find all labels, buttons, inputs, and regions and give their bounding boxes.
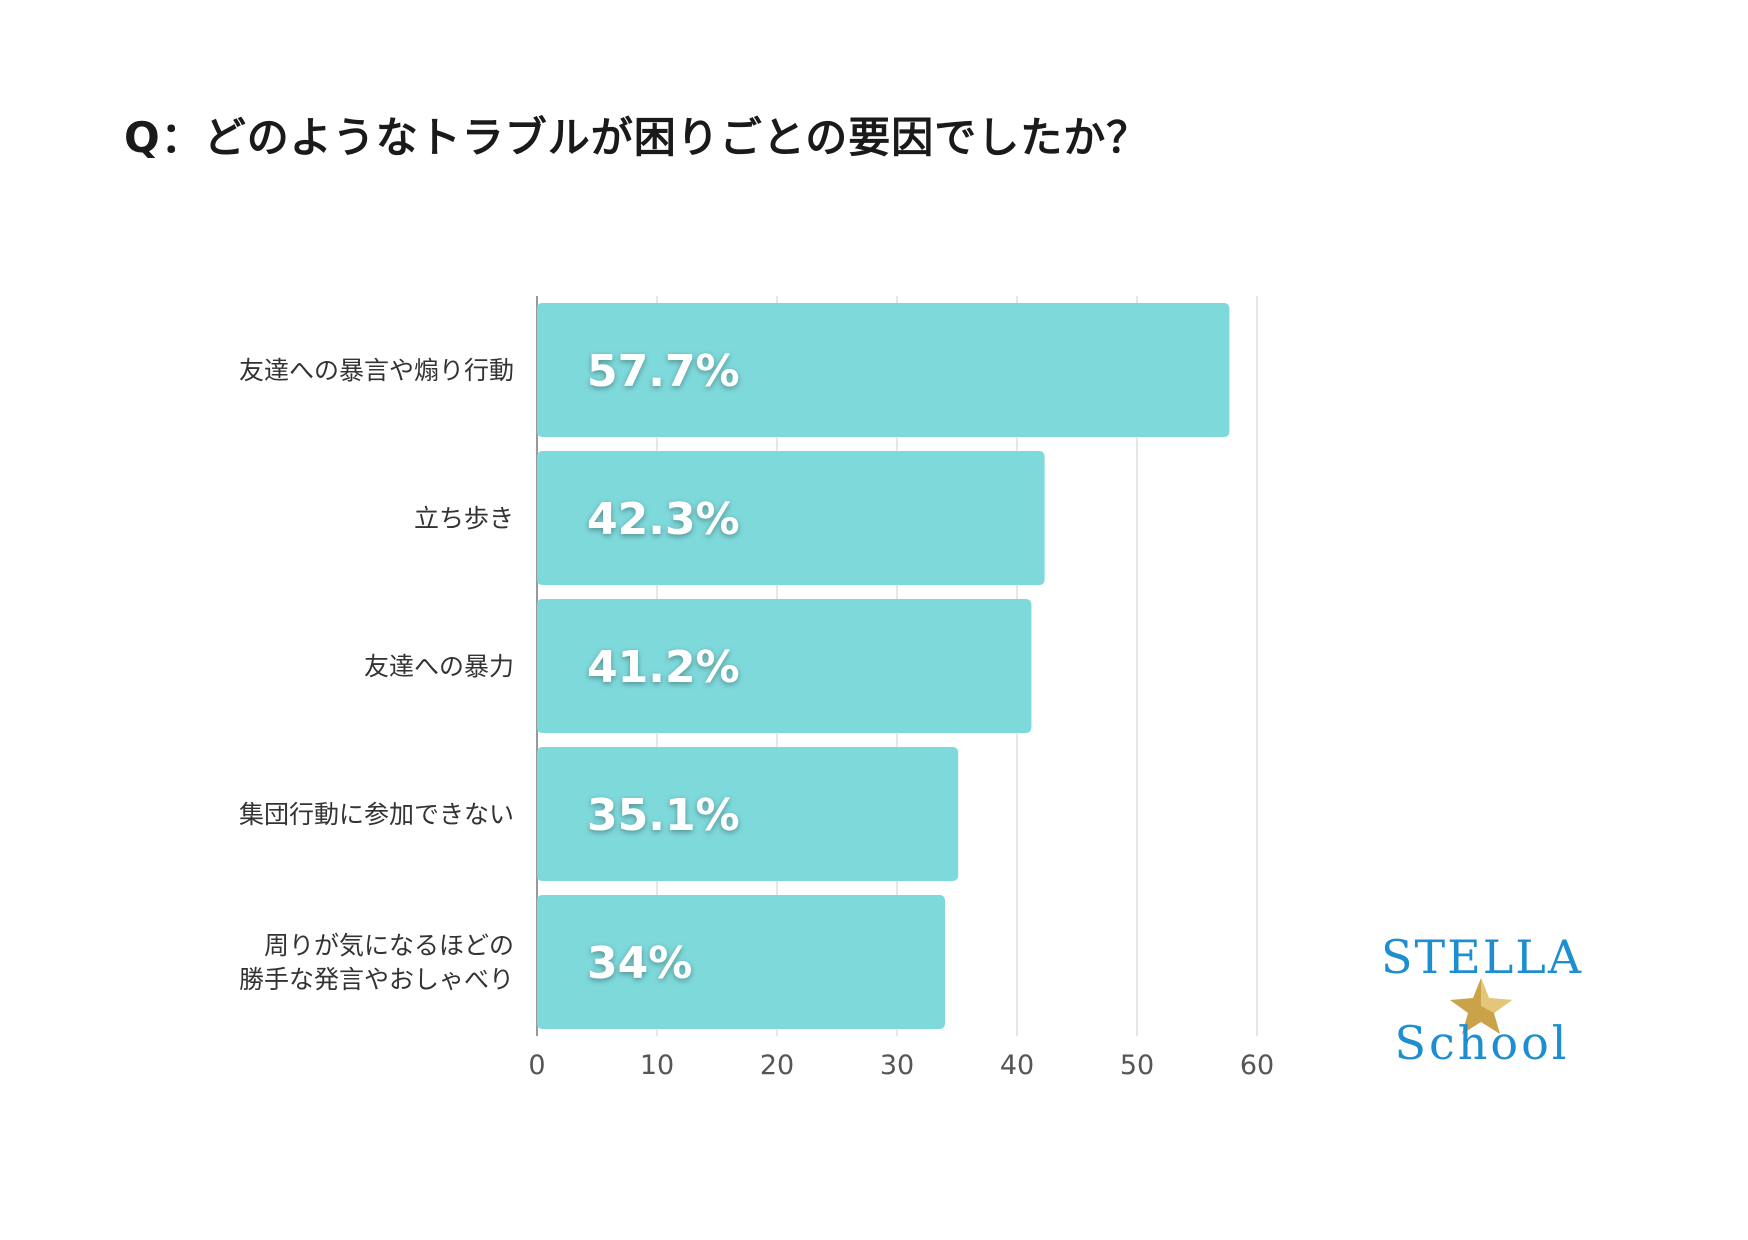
x-tick-label: 20 (760, 1050, 794, 1081)
logo-line2: School (1394, 1016, 1570, 1070)
x-tick-label: 40 (1000, 1050, 1034, 1081)
x-axis-ticks: 0 10 20 30 40 50 60 (528, 1050, 1274, 1081)
bar (537, 599, 1032, 733)
category-label: 友達への暴言や煽り行動 (239, 356, 514, 385)
star-icon (1450, 978, 1512, 1034)
stella-school-logo: STELLA School (1372, 930, 1592, 1080)
bars: 57.7% 42.3% 41.2% 35.1% 34% (537, 303, 1230, 1029)
value-label: 42.3% (587, 494, 740, 545)
chart-title: Q：どのようなトラブルが困りごとの要因でしたか？ (124, 113, 1150, 162)
bar (537, 451, 1045, 585)
category-label: 周りが気になるほどの (264, 931, 514, 960)
category-label: 集団行動に参加できない (239, 800, 514, 829)
category-labels: 友達への暴言や煽り行動立ち歩き友達への暴力集団行動に参加できない周りが気になるほ… (239, 356, 514, 994)
x-tick-label: 50 (1120, 1050, 1154, 1081)
bar (537, 747, 959, 881)
value-label: 41.2% (587, 642, 740, 693)
x-tick-label: 0 (528, 1050, 545, 1081)
category-label: 友達への暴力 (364, 652, 514, 681)
value-label: 34% (587, 938, 692, 989)
value-label: 57.7% (587, 346, 740, 397)
x-tick-label: 10 (640, 1050, 674, 1081)
x-tick-label: 60 (1240, 1050, 1274, 1081)
x-tick-label: 30 (880, 1050, 914, 1081)
value-label: 35.1% (587, 790, 740, 841)
bar (537, 303, 1230, 437)
category-label: 勝手な発言やおしゃべり (239, 965, 514, 994)
bar (537, 895, 945, 1029)
category-label: 立ち歩き (414, 504, 514, 533)
logo-line1: STELLA (1380, 930, 1584, 984)
